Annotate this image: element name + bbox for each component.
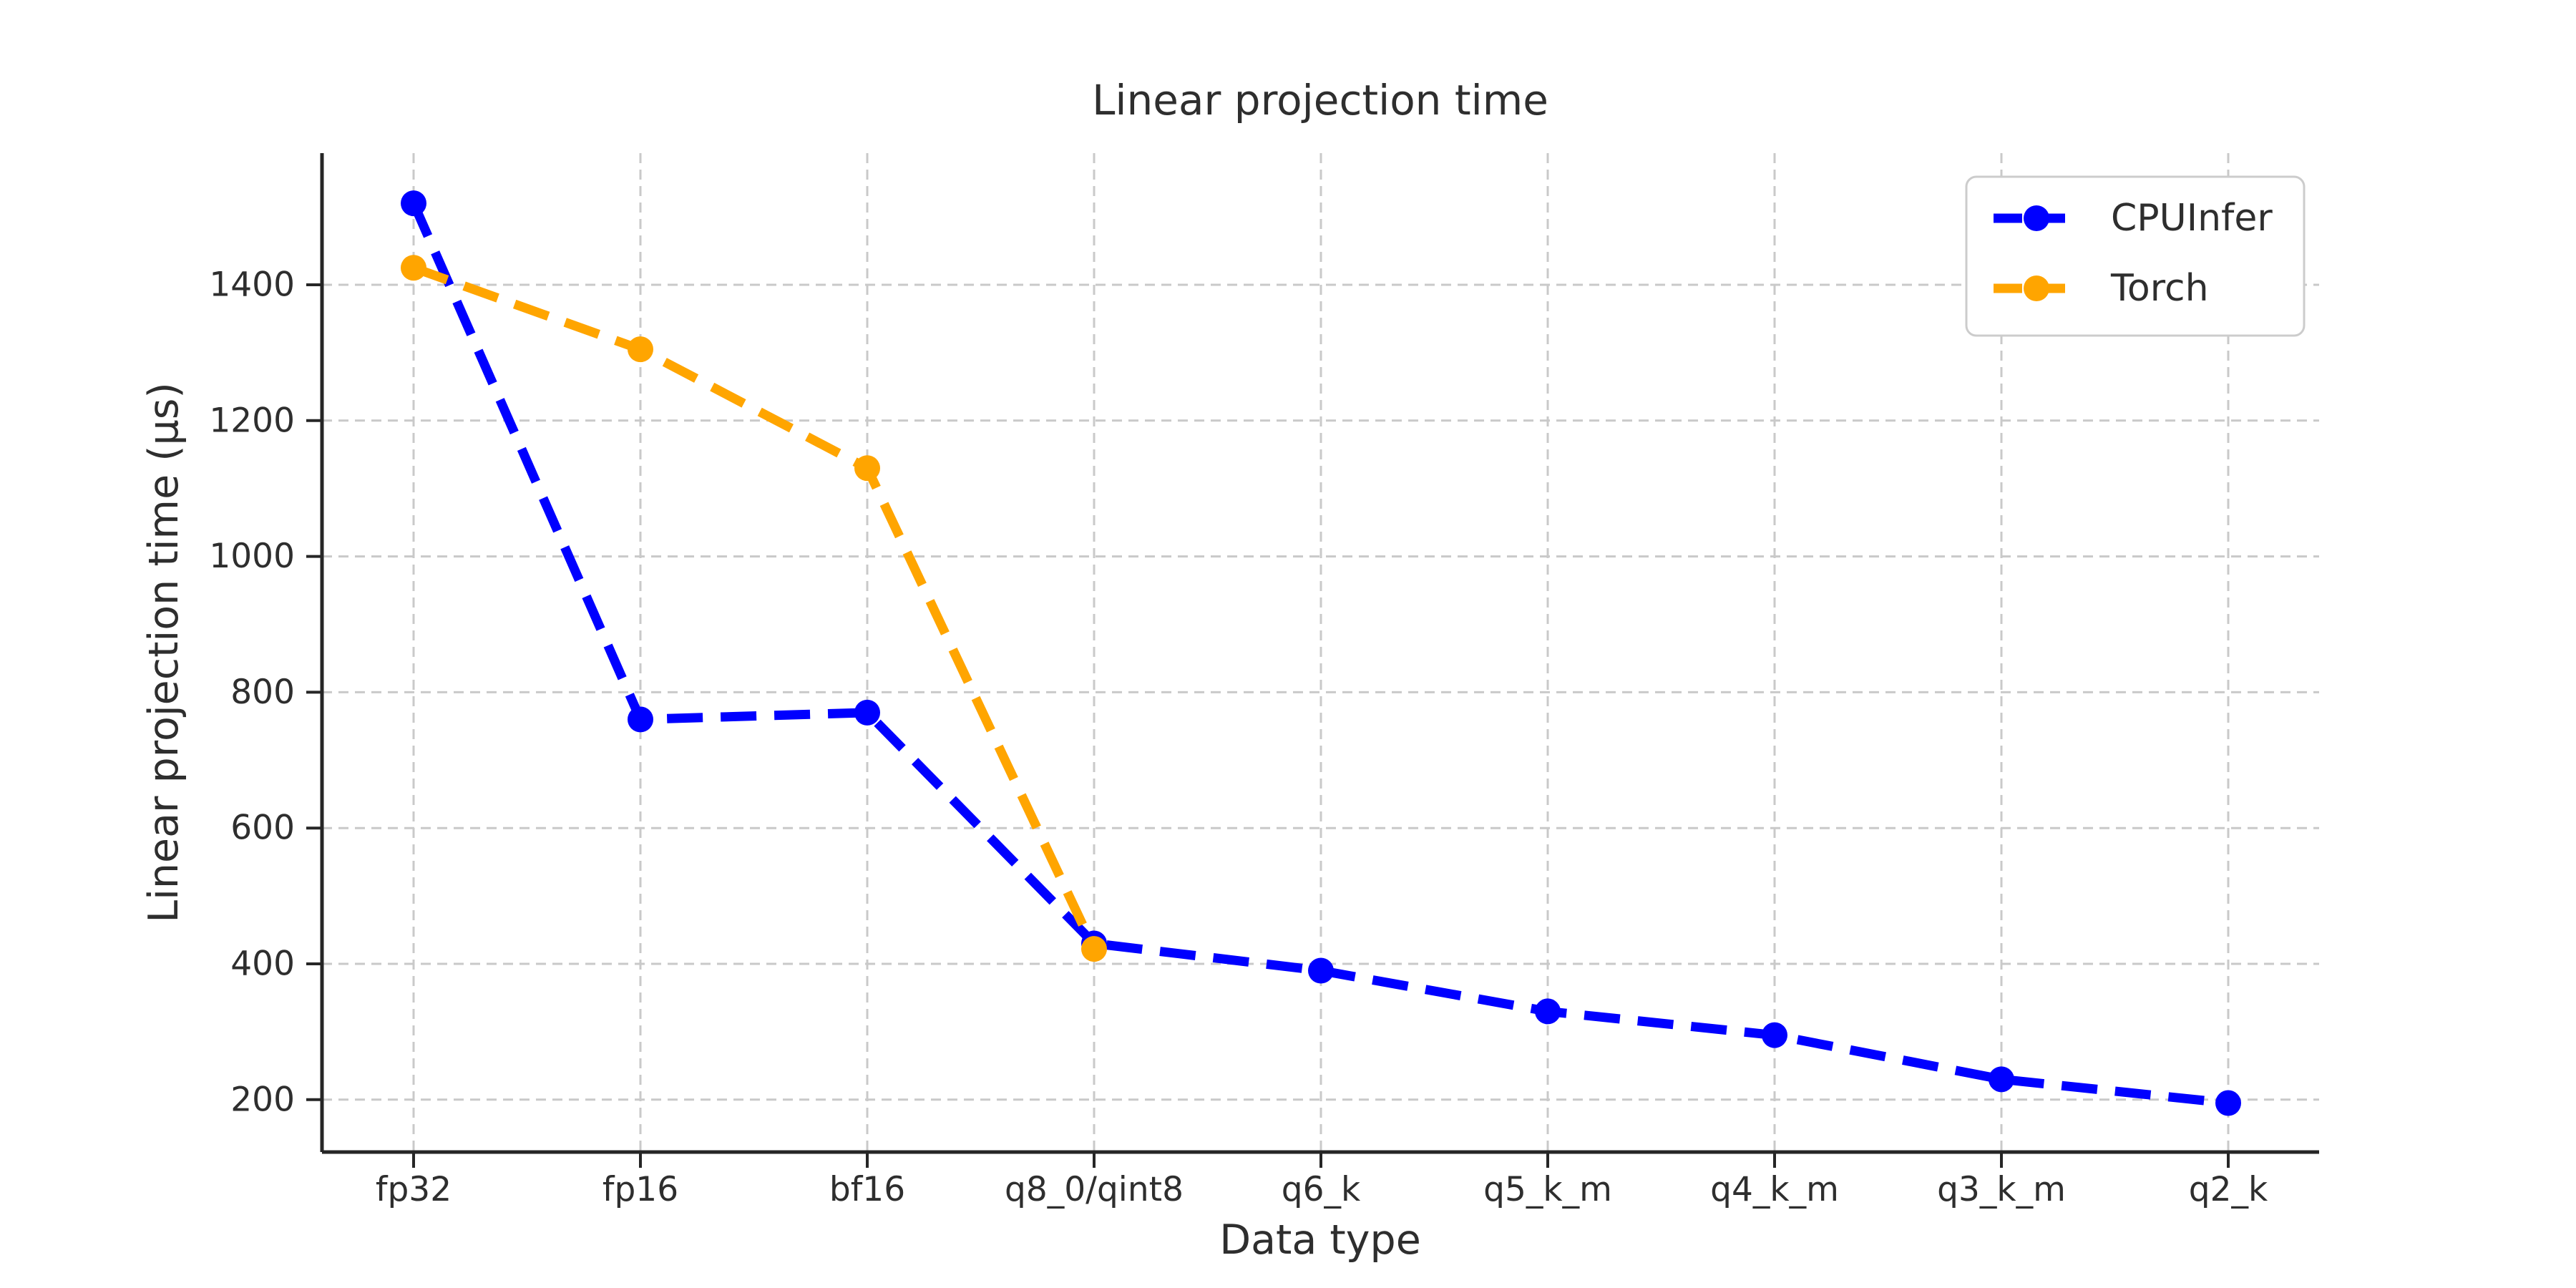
x-tick-label: q8_0/qint8 (1005, 1170, 1184, 1209)
x-tick-label: q6_k (1282, 1170, 1361, 1209)
data-point-torch (854, 455, 880, 482)
legend-sample-marker (2024, 275, 2049, 301)
data-point-cpuinfer (401, 190, 426, 217)
y-tick-label: 1200 (209, 401, 295, 440)
chart-title: Linear projection time (1092, 76, 1548, 125)
data-point-torch (401, 255, 426, 281)
x-tick-label: fp32 (376, 1170, 452, 1209)
y-tick-label: 400 (230, 945, 295, 984)
y-tick-label: 200 (230, 1080, 295, 1119)
y-axis-label: Linear projection time (μs) (140, 382, 187, 922)
data-point-cpuinfer (1308, 957, 1334, 984)
x-tick-label: q5_k_m (1483, 1170, 1612, 1209)
x-tick-label: bf16 (829, 1170, 905, 1209)
y-tick-label: 800 (230, 673, 295, 712)
legend-sample-marker (2024, 205, 2049, 231)
legend-label: CPUInfer (2111, 197, 2273, 240)
x-tick-label: q4_k_m (1710, 1170, 1839, 1209)
y-tick-label: 1000 (209, 537, 295, 576)
y-tick-label: 1400 (209, 265, 295, 305)
legend-layer: CPUInfer Torch (1965, 175, 2306, 337)
data-point-cpuinfer (1762, 1022, 1787, 1048)
x-axis-label: Data type (1219, 1216, 1421, 1264)
data-point-cpuinfer (1535, 998, 1561, 1025)
data-point-cpuinfer (1989, 1066, 2014, 1093)
data-point-cpuinfer (628, 706, 653, 733)
legend-label: Torch (2110, 267, 2209, 310)
y-tick-label: 600 (230, 809, 295, 848)
data-point-torch (1081, 936, 1107, 962)
series-line-torch (411, 263, 1098, 951)
x-tick-label: q3_k_m (1937, 1170, 2066, 1209)
series-layer (401, 190, 2241, 1116)
axes-layer: 200 400 600 800 1000 1200 1400 fp32 fp16 bf16 q8_0… (209, 153, 2319, 1209)
x-tick-label: q2_k (2189, 1170, 2268, 1209)
data-point-cpuinfer (2215, 1090, 2241, 1116)
data-point-cpuinfer (854, 699, 880, 726)
x-tick-label: fp16 (602, 1170, 678, 1209)
data-point-torch (628, 336, 653, 363)
